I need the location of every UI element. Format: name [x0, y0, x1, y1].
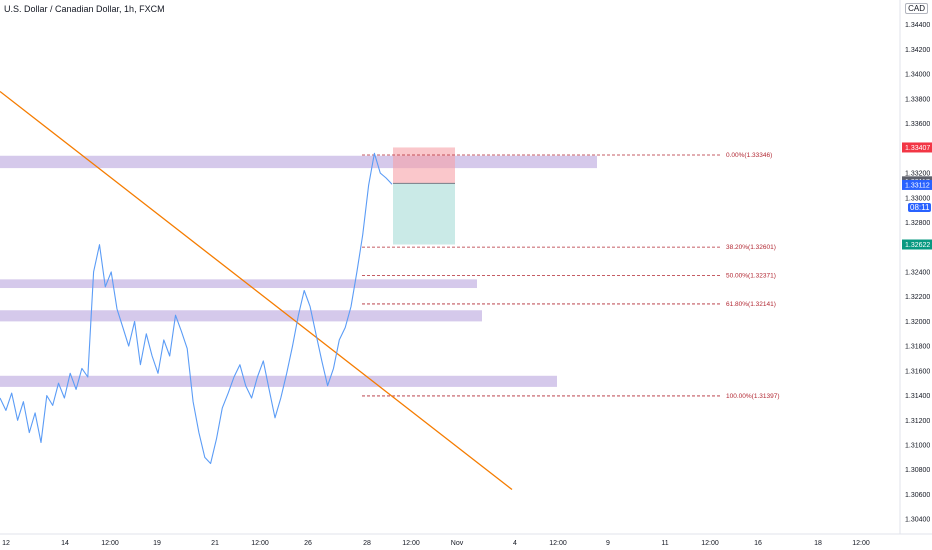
price-axis[interactable]: 1.30400 1.30600 1.30800 1.31000 1.31200 1.314… [905, 22, 930, 523]
price-tick-label: 1.32200 [905, 294, 930, 301]
time-tick-label: 26 [304, 540, 312, 547]
fib-level-label: 0.00%(1.33346) [726, 152, 772, 159]
price-tick-label: 1.30400 [905, 517, 930, 524]
short-position-tool[interactable] [393, 147, 455, 245]
time-tick-label: 11 [661, 540, 668, 547]
price-badge-label: 1.33407 [905, 145, 930, 152]
trendline-layer[interactable] [0, 90, 513, 491]
price-tick-label: 1.33200 [905, 171, 930, 178]
price-tick-label: 1.31400 [905, 393, 930, 400]
symbol-title[interactable]: U.S. Dollar / Canadian Dollar, 1h, FXCM [4, 4, 165, 14]
zone-2 [0, 279, 477, 289]
price-tick-label: 1.31000 [905, 443, 930, 450]
price-badge [902, 179, 932, 190]
fib-level-label: 50.00%(1.32371) [726, 273, 776, 280]
time-tick-label: 12:00 [402, 540, 420, 547]
price-series [0, 152, 393, 465]
fibonacci-retracement[interactable]: 0.00%(1.33346) 38.20%(1.32601) 50.00%(1.32… [362, 152, 780, 400]
price-line [0, 152, 393, 465]
price-tick-label: 1.30800 [905, 467, 930, 474]
price-badge [902, 239, 932, 250]
time-tick-label: 12:00 [852, 540, 870, 547]
price-badge [902, 142, 932, 153]
time-tick-label: 12:00 [101, 540, 119, 547]
price-tick-label: 1.33600 [905, 121, 930, 128]
trendline [0, 90, 513, 491]
price-tick-label: 1.34000 [905, 72, 930, 79]
time-tick-label: 12:00 [701, 540, 719, 547]
time-tick-label: 21 [211, 540, 219, 547]
position-target-area [393, 183, 455, 245]
fib-level-label: 61.80%(1.32141) [726, 301, 776, 308]
time-tick-label: Nov [451, 540, 464, 547]
position-stop-area [393, 147, 455, 184]
price-badge-label: 1.32622 [905, 242, 930, 249]
price-tick-label: 1.32800 [905, 220, 930, 227]
time-tick-label: 12:00 [549, 540, 567, 547]
price-tick-label: 1.33800 [905, 96, 930, 103]
price-tick-label: 1.31200 [905, 418, 930, 425]
fib-level-label: 38.20%(1.32601) [726, 244, 776, 251]
zone-1 [0, 155, 597, 169]
zone-3 [0, 310, 482, 322]
bar-countdown: 08:11 [908, 203, 932, 212]
time-tick-label: 12 [2, 540, 10, 547]
time-tick-label: 14 [61, 540, 69, 547]
time-tick-label: 28 [363, 540, 371, 547]
price-tick-label: 1.33000 [905, 195, 930, 202]
price-tick-label: 1.34200 [905, 47, 930, 54]
zone-4 [0, 375, 557, 387]
price-tick-label: 1.31600 [905, 368, 930, 375]
time-axis[interactable]: 12 14 12:00 19 21 12:00 26 28 12:00 Nov 4 12:00 9 11 1… [2, 540, 870, 547]
time-tick-label: 4 [513, 540, 517, 547]
time-tick-label: 19 [153, 540, 161, 547]
currency-badge[interactable]: CAD [905, 3, 928, 14]
price-tick-label: 1.32000 [905, 319, 930, 326]
price-badge-label: 1.33112 [905, 182, 930, 189]
time-tick-label: 9 [606, 540, 610, 547]
time-tick-label: 12:00 [251, 540, 269, 547]
price-tick-label: 1.34400 [905, 22, 930, 29]
price-tick-label: 1.31800 [905, 344, 930, 351]
price-tick-label: 1.30600 [905, 492, 930, 499]
time-tick-label: 16 [754, 540, 762, 547]
price-tick-label: 1.32400 [905, 269, 930, 276]
fib-level-label: 100.00%(1.31397) [726, 393, 780, 400]
time-tick-label: 18 [814, 540, 822, 547]
